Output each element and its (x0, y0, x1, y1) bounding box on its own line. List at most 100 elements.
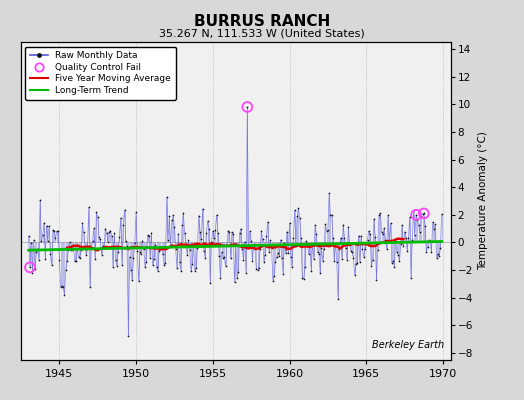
Point (105, 228, 113, 235)
Point (243, 104, 252, 110)
Point (398, 222, 406, 228)
Point (59, 284, 68, 290)
Point (219, 254, 227, 261)
Point (124, 333, 133, 340)
Point (406, 214, 414, 220)
Point (438, 211, 446, 217)
Point (420, 210, 428, 217)
Point (182, 241, 190, 248)
Point (336, 235, 345, 241)
Point (292, 243, 300, 249)
Point (161, 260, 170, 266)
Point (285, 220, 293, 226)
Point (278, 254, 286, 261)
Point (224, 228, 232, 234)
Point (238, 246, 246, 252)
Point (251, 246, 259, 252)
Point (321, 221, 330, 228)
Raw Monthly Data (307, 242, 313, 246)
Point (303, 242, 312, 248)
Point (312, 231, 321, 237)
Point (388, 259, 396, 266)
Point (203, 218, 212, 224)
Point (308, 241, 316, 247)
Point (67, 247, 75, 253)
Point (367, 262, 376, 269)
Point (430, 226, 438, 232)
Point (92, 209, 101, 216)
Point (339, 221, 347, 228)
Point (391, 238, 400, 245)
Point (370, 216, 378, 222)
Point (256, 246, 264, 252)
Five Year Moving Average (257, 245, 263, 250)
Point (63, 258, 71, 264)
Point (395, 258, 403, 264)
Point (383, 246, 391, 252)
Point (414, 222, 423, 229)
Point (191, 268, 199, 274)
Point (211, 227, 220, 233)
Point (177, 267, 185, 274)
Point (128, 277, 136, 284)
Point (297, 235, 305, 242)
Point (210, 235, 219, 242)
Point (350, 255, 358, 261)
Legend: Raw Monthly Data, Quality Control Fail, Five Year Moving Average, Long-Term Tren: Raw Monthly Data, Quality Control Fail, … (26, 46, 176, 100)
Point (244, 245, 253, 251)
Point (125, 254, 134, 260)
Point (180, 230, 189, 236)
Point (293, 213, 301, 220)
Point (413, 216, 422, 223)
Point (129, 255, 138, 261)
Point (36, 197, 45, 203)
Point (393, 249, 401, 255)
Point (197, 236, 205, 242)
Point (104, 239, 112, 245)
Five Year Moving Average (276, 244, 282, 249)
Point (155, 248, 163, 254)
Point (234, 269, 243, 276)
Point (418, 211, 427, 217)
Point (368, 257, 377, 264)
Five Year Moving Average (94, 248, 101, 253)
Point (431, 221, 440, 228)
Point (150, 256, 158, 262)
Point (61, 267, 70, 274)
Point (302, 238, 310, 244)
Point (119, 222, 127, 228)
Point (229, 231, 237, 237)
Point (154, 268, 162, 274)
Point (78, 220, 86, 226)
Point (26, 264, 34, 270)
Point (299, 276, 308, 283)
Point (331, 240, 340, 247)
Point (214, 230, 222, 237)
Point (386, 220, 395, 227)
Point (338, 256, 346, 262)
Point (252, 265, 260, 272)
Point (356, 259, 364, 265)
Long-Term Trend (376, 240, 382, 245)
Point (233, 274, 241, 281)
Point (353, 260, 362, 266)
Raw Monthly Data (244, 104, 250, 109)
Point (157, 246, 166, 252)
Point (40, 220, 48, 226)
Point (70, 258, 79, 264)
Point (345, 242, 354, 248)
Point (91, 256, 100, 262)
Point (73, 246, 81, 252)
Point (269, 278, 277, 284)
Point (242, 270, 250, 276)
Point (403, 248, 411, 254)
Point (82, 252, 90, 258)
Long-Term Trend (335, 241, 341, 246)
Point (417, 212, 425, 219)
Point (193, 245, 202, 252)
Point (215, 253, 223, 259)
Point (26, 264, 34, 270)
Point (189, 242, 198, 248)
Point (416, 229, 424, 235)
Point (381, 236, 390, 243)
